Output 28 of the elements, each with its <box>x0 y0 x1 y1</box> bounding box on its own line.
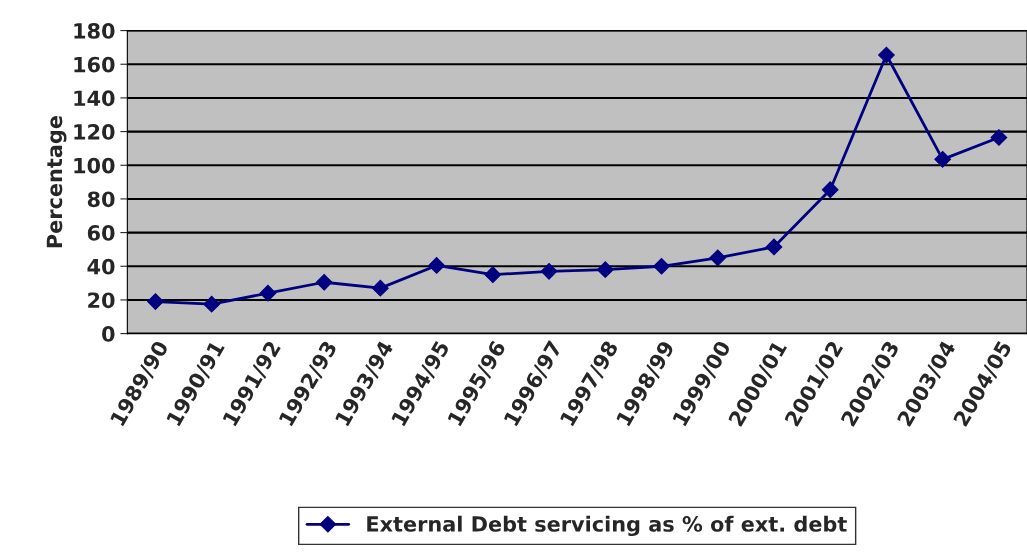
y-tick-label: 40 <box>87 258 115 275</box>
y-tick-label: 160 <box>74 56 115 73</box>
point <box>428 257 445 274</box>
point <box>315 273 333 291</box>
y-tick-label: 100 <box>74 157 115 174</box>
y-tick-label: 60 <box>87 225 115 241</box>
point <box>653 257 670 275</box>
y-tick-label: 120 <box>74 124 115 140</box>
point <box>934 150 952 168</box>
point <box>540 262 558 280</box>
point <box>259 284 277 302</box>
y-tick-label: 180 <box>74 23 115 39</box>
point <box>990 129 1008 146</box>
point <box>709 249 727 267</box>
point <box>596 261 614 279</box>
y-tick-label: 140 <box>74 90 115 107</box>
point <box>765 238 783 256</box>
point <box>372 279 389 297</box>
y-axis-title: Percentage <box>46 116 67 248</box>
point <box>878 46 895 64</box>
y-tick-label: 20 <box>88 292 115 309</box>
point <box>484 266 502 284</box>
legend-label: External Debt servicing as % of ext. debt <box>367 515 847 537</box>
point <box>147 293 164 310</box>
point <box>821 181 839 199</box>
point <box>203 295 221 313</box>
y-tick-label: 80 <box>87 191 115 208</box>
y-tick-label: 0 <box>102 326 115 342</box>
